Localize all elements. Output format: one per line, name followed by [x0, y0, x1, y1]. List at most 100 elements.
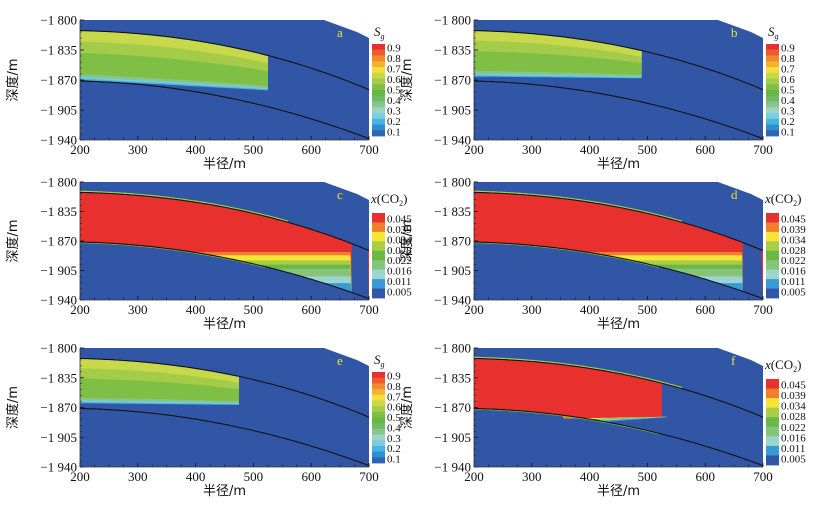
colorbar-tick-label: 0.3 — [387, 433, 401, 445]
y-tick-label: −1 870 — [40, 234, 77, 249]
colorbar-swatch — [766, 67, 779, 74]
colorbar-tick-label: 0.6 — [387, 74, 401, 86]
x-axis-label: 半径/m — [597, 317, 640, 332]
colorbar-swatch — [766, 288, 779, 299]
x-tick-label: 300 — [522, 469, 542, 484]
colorbar: 0.0450.0390.0340.0280.0220.0160.0110.005… — [764, 357, 806, 466]
colorbar-swatch — [766, 269, 779, 280]
y-tick-label: −1 835 — [434, 204, 471, 219]
panel-e: 200 300 400 500 600 700 −1 800 −1 835 −1 870 −1 9… — [5, 341, 401, 500]
colorbar-tick-label: 0.3 — [387, 106, 401, 118]
x-tick-label: 400 — [186, 302, 206, 317]
colorbar-swatch — [766, 436, 779, 447]
colorbar-swatch — [372, 394, 385, 401]
colorbar-swatch — [766, 61, 779, 68]
layer-boundary-upper — [80, 30, 369, 91]
colorbar: 0.90.80.70.60.50.40.30.20.1 Sg — [372, 24, 401, 139]
colorbar-tick-label: 0.016 — [781, 266, 806, 278]
colorbar-swatch — [766, 379, 779, 389]
colorbar-title-main: (CO — [771, 191, 793, 206]
x-tick-label: 400 — [580, 469, 600, 484]
sg-band — [80, 358, 239, 383]
x-tick-label: 200 — [464, 142, 484, 157]
y-tick-label: −1 905 — [40, 103, 77, 118]
x-tick-label: 500 — [638, 302, 658, 317]
colorbar-swatch — [766, 101, 779, 108]
colorbar-title-sub: g — [381, 32, 385, 41]
colorbar-swatch — [372, 231, 385, 242]
colorbar-swatch — [372, 44, 385, 51]
panel-b: 200 300 400 500 600 700 −1 800 −1 835 −1 870 −1 9… — [399, 13, 795, 173]
x-axis-label: 半径/m — [203, 317, 246, 332]
layer-boundary-upper — [80, 357, 369, 418]
colorbar-swatch — [372, 78, 385, 85]
colorbar-title-sub: 2 — [399, 199, 403, 208]
layer-boundary-lower — [474, 80, 763, 140]
colorbar-tick-label: 0.034 — [781, 401, 806, 413]
y-tick-label: −1 835 — [40, 370, 77, 385]
y-tick-label: −1 800 — [40, 341, 77, 356]
plot-body — [474, 356, 763, 467]
colorbar-tick-label: 0.7 — [387, 391, 401, 403]
colorbar-tick-label: 0.016 — [387, 266, 412, 278]
layer-boundary-lower — [80, 80, 369, 140]
colorbar-title-end: ) — [797, 191, 801, 206]
x-tick-label: 300 — [128, 302, 148, 317]
colorbar-swatch — [372, 279, 385, 289]
colorbar-swatch — [372, 124, 385, 131]
colorbar-swatch — [372, 372, 385, 379]
colorbar-swatch — [766, 55, 779, 62]
panel-letter: d — [731, 187, 738, 202]
colorbar-swatch — [372, 288, 385, 299]
y-axis-label: 深度/m — [399, 386, 415, 429]
co2-rim — [474, 356, 683, 389]
colorbar-swatch — [372, 457, 385, 464]
x-tick-label: 500 — [638, 469, 658, 484]
colorbar-tick-label: 0.1 — [387, 127, 401, 139]
x-tick-label: 400 — [186, 142, 206, 157]
colorbar-swatch — [766, 124, 779, 131]
colorbar-tick-label: 0.7 — [781, 64, 795, 76]
colorbar-swatch — [372, 107, 385, 114]
colorbar-title-sub: 2 — [793, 365, 797, 374]
colorbar-swatch — [372, 377, 385, 384]
y-axis-label: 深度/m — [5, 386, 21, 429]
colorbar-title-end: ) — [797, 357, 801, 372]
colorbar-swatch — [766, 407, 779, 418]
colorbar-tick-label: 0.9 — [387, 371, 401, 383]
colorbar-tick-label: 0.039 — [781, 224, 806, 236]
panel-letter: b — [731, 25, 738, 40]
colorbar-tick-label: 0.034 — [781, 234, 806, 246]
axes: 200 300 400 500 600 700 −1 800 −1 835 −1 870 −1 9… — [5, 341, 379, 500]
colorbar-tick-label: 0.039 — [387, 224, 412, 236]
panel-f: 200 300 400 500 600 700 −1 800 −1 835 −1 870 −1 9… — [399, 341, 806, 500]
co2-rim — [80, 190, 289, 222]
layer-boundary-upper — [474, 357, 763, 418]
colorbar-swatch — [372, 428, 385, 435]
colorbar-title: Sg — [374, 352, 385, 369]
x-tick-label: 300 — [522, 302, 542, 317]
y-tick-label: −1 905 — [434, 263, 471, 278]
y-tick-label: −1 905 — [40, 430, 77, 445]
co2-rim-lower — [474, 242, 660, 268]
colorbar-title-x: x — [764, 357, 771, 372]
co2-band — [302, 276, 352, 293]
colorbar: 0.0450.0390.0340.0280.0220.0160.0110.005… — [764, 191, 806, 299]
colorbar-swatch — [372, 49, 385, 56]
axes: 200 300 400 500 600 700 −1 800 −1 835 −1 870 −1 9… — [399, 13, 773, 173]
x-tick-label: 700 — [359, 469, 379, 484]
colorbar-tick-label: 0.022 — [781, 422, 806, 434]
colorbar-title-main: S — [374, 352, 381, 367]
y-tick-label: −1 870 — [40, 73, 77, 88]
layer-boundary-upper — [474, 30, 763, 91]
colorbar-swatch — [372, 213, 385, 223]
colorbar-swatch — [766, 445, 779, 456]
colorbar-tick-label: 0.011 — [781, 276, 805, 288]
colorbar-swatch — [766, 426, 779, 437]
colorbar-title-end: ) — [403, 191, 407, 206]
colorbar-tick-label: 0.8 — [387, 381, 401, 393]
x-axis-label: 半径/m — [597, 157, 640, 172]
colorbar-swatch — [372, 383, 385, 390]
y-tick-label: −1 870 — [434, 73, 471, 88]
